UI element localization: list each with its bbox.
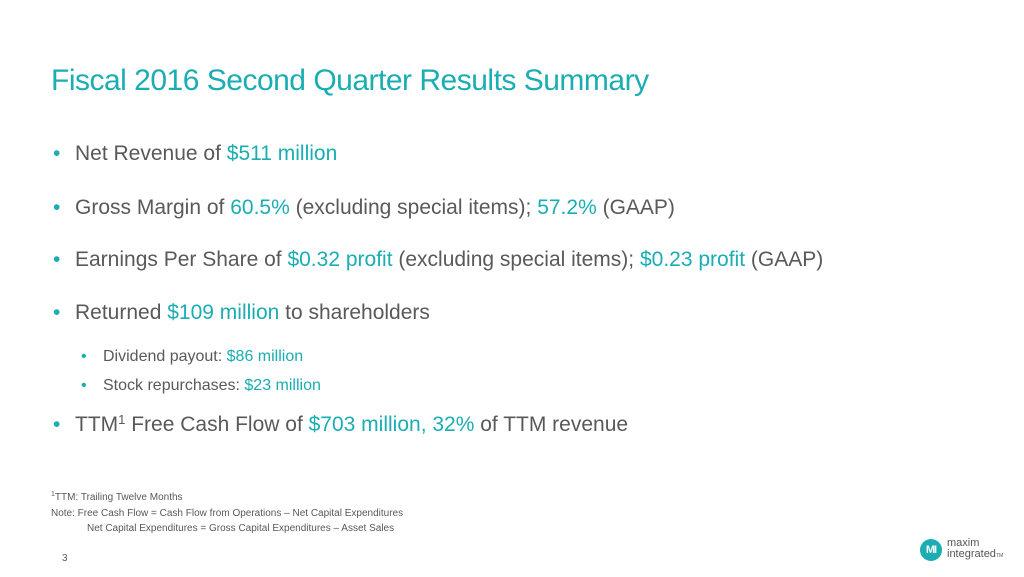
bullet-text: (excluding special items); xyxy=(392,248,640,271)
bullet-free-cash-flow: • TTM1 Free Cash Flow of $703 million, 32… xyxy=(53,413,628,437)
bullet-text: Gross Margin of xyxy=(75,196,231,219)
footnote-note-capex: Net Capital Expenditures = Gross Capital… xyxy=(87,523,395,534)
bullet-text: (excluding special items); xyxy=(289,196,538,219)
highlight-value: 57.2% xyxy=(537,196,597,219)
company-logo: MI maxim integratedTM xyxy=(920,538,1003,562)
logo-mark-icon: MI xyxy=(920,539,942,561)
bullet-text: Earnings Per Share of xyxy=(75,248,288,271)
bullet-net-revenue: • Net Revenue of $511 million xyxy=(53,142,337,166)
bullet-dot: • xyxy=(53,196,61,219)
bullet-dot: • xyxy=(81,348,87,365)
bullet-text: Stock repurchases: xyxy=(103,377,245,394)
logo-wordmark: maxim integratedTM xyxy=(947,538,1003,562)
highlight-value: $511 million xyxy=(226,142,338,165)
footnote-text: TTM: Trailing Twelve Months xyxy=(54,492,183,503)
bullet-returned: • Returned $109 million to shareholders xyxy=(53,301,430,325)
bullet-dot: • xyxy=(53,142,61,165)
highlight-value: $23 million xyxy=(244,377,321,394)
bullet-text: (GAAP) xyxy=(745,248,824,271)
bullet-dot: • xyxy=(53,301,61,324)
highlight-value: $0.32 profit xyxy=(287,248,393,271)
slide-title: Fiscal 2016 Second Quarter Results Summa… xyxy=(51,64,649,97)
bullet-dot: • xyxy=(53,248,61,271)
bullet-eps: • Earnings Per Share of $0.32 profit (exc… xyxy=(53,248,823,272)
highlight-value: $703 million, 32% xyxy=(308,413,475,436)
bullet-text: TTM xyxy=(75,413,119,436)
highlight-value: $109 million xyxy=(167,301,280,324)
highlight-value: $0.23 profit xyxy=(639,248,746,271)
footnote-marker: 1 xyxy=(118,412,126,427)
logo-line-2: integratedTM xyxy=(947,549,1003,562)
logo-line-2-text: integrated xyxy=(947,548,996,560)
footnote-marker: 1 xyxy=(51,491,55,498)
bullet-dot: • xyxy=(53,413,61,436)
highlight-value: 60.5% xyxy=(230,196,290,219)
bullet-dot: • xyxy=(81,377,87,394)
bullet-text: of TTM revenue xyxy=(474,413,629,436)
bullet-text: Returned xyxy=(75,301,168,324)
page-number: 3 xyxy=(62,553,68,564)
footnote-note-fcf: Note: Free Cash Flow = Cash Flow from Op… xyxy=(51,508,404,519)
bullet-text: Free Cash Flow of xyxy=(125,413,309,436)
footnote-ttm: 1TTM: Trailing Twelve Months xyxy=(51,491,183,503)
highlight-value: $86 million xyxy=(226,348,304,365)
bullet-text: (GAAP) xyxy=(596,196,675,219)
bullet-text: Net Revenue of xyxy=(75,142,227,165)
logo-line-1: maxim xyxy=(947,537,980,549)
bullet-text: to shareholders xyxy=(279,301,430,324)
logo-tm: TM xyxy=(995,553,1004,559)
sub-bullet-repurchases: • Stock repurchases: $23 million xyxy=(81,377,321,395)
sub-bullet-dividend: • Dividend payout: $86 million xyxy=(81,348,303,366)
bullet-gross-margin: • Gross Margin of 60.5% (excluding specia… xyxy=(53,196,675,220)
bullet-text: Dividend payout: xyxy=(103,348,227,365)
